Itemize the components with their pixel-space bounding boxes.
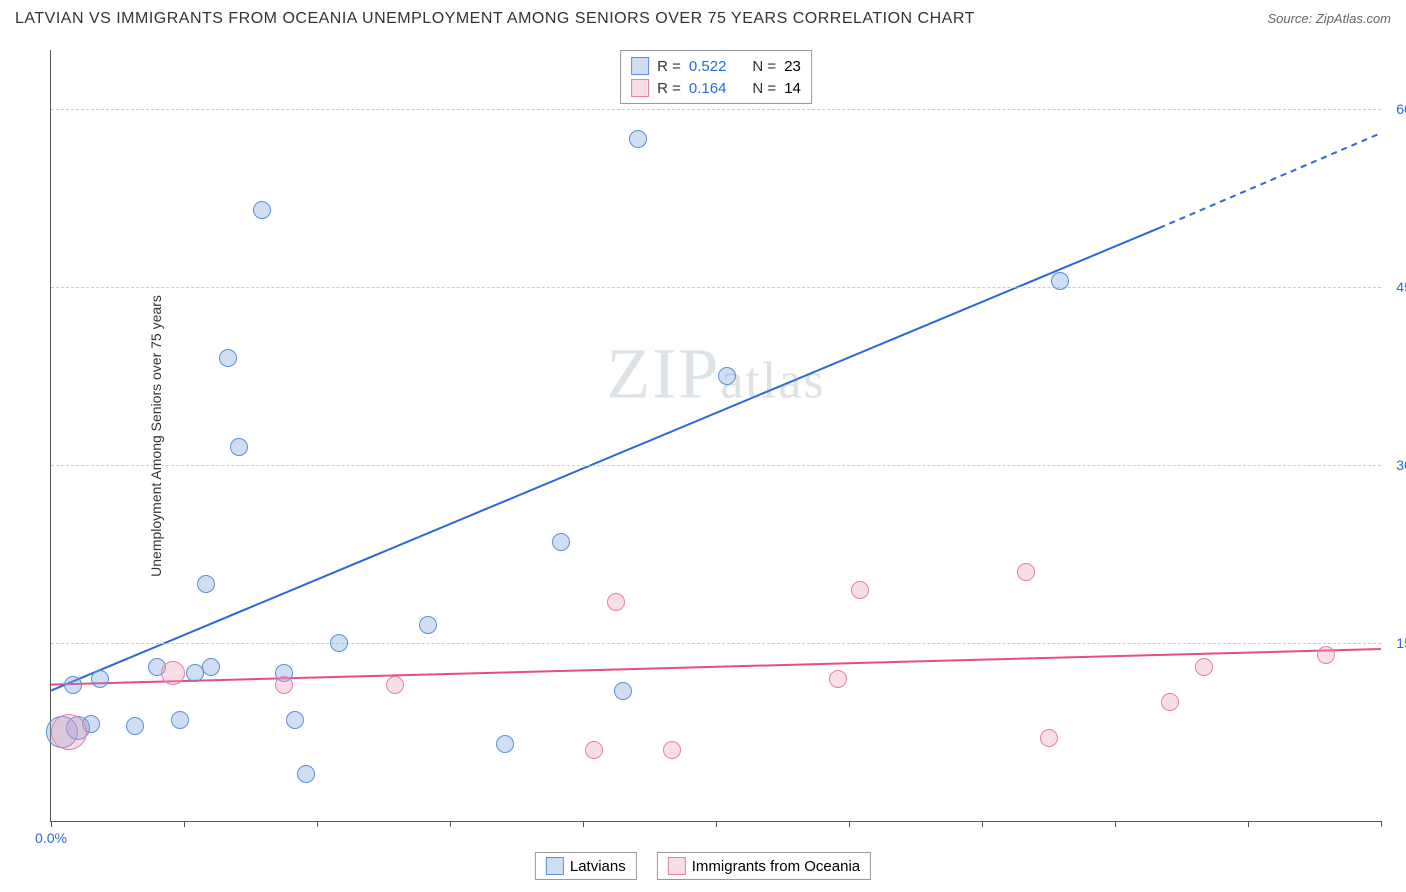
data-point — [552, 533, 570, 551]
data-point — [585, 741, 603, 759]
data-point — [1317, 646, 1335, 664]
data-point — [419, 616, 437, 634]
data-point — [219, 349, 237, 367]
gridline — [51, 109, 1381, 110]
data-point — [1040, 729, 1058, 747]
stats-legend: R = 0.522 N = 23 R = 0.164 N = 14 — [620, 50, 812, 104]
legend-item: Latvians — [535, 852, 637, 880]
x-tick — [51, 821, 52, 827]
data-point — [297, 765, 315, 783]
chart-title: LATVIAN VS IMMIGRANTS FROM OCEANIA UNEMP… — [15, 10, 975, 28]
data-point — [629, 130, 647, 148]
data-point — [197, 575, 215, 593]
x-tick — [450, 821, 451, 827]
data-point — [91, 670, 109, 688]
legend-label: Immigrants from Oceania — [692, 858, 860, 875]
x-tick — [1115, 821, 1116, 827]
series-swatch — [546, 857, 564, 875]
y-tick-label: 60.0% — [1396, 101, 1406, 117]
series-swatch — [668, 857, 686, 875]
gridline — [51, 643, 1381, 644]
trend-line — [51, 228, 1159, 691]
source-label: Source: ZipAtlas.com — [1267, 11, 1391, 26]
stat-r-value: 0.522 — [689, 58, 727, 75]
data-point — [1051, 272, 1069, 290]
data-point — [829, 670, 847, 688]
series-swatch — [631, 57, 649, 75]
x-tick-label: 0.0% — [35, 830, 67, 846]
data-point — [1161, 693, 1179, 711]
x-tick — [1248, 821, 1249, 827]
data-point — [851, 581, 869, 599]
gridline — [51, 287, 1381, 288]
legend-item: Immigrants from Oceania — [657, 852, 871, 880]
stat-r-label: R = — [657, 58, 681, 75]
x-tick — [716, 821, 717, 827]
data-point — [230, 438, 248, 456]
data-point — [386, 676, 404, 694]
y-tick-label: 45.0% — [1396, 279, 1406, 295]
data-point — [1195, 658, 1213, 676]
data-point — [275, 676, 293, 694]
data-point — [64, 676, 82, 694]
data-point — [330, 634, 348, 652]
data-point — [496, 735, 514, 753]
chart-area: Unemployment Among Seniors over 75 years… — [50, 50, 1381, 822]
data-point — [253, 201, 271, 219]
x-tick — [849, 821, 850, 827]
data-point — [718, 367, 736, 385]
data-point — [607, 593, 625, 611]
data-point — [663, 741, 681, 759]
x-tick — [184, 821, 185, 827]
y-tick-label: 15.0% — [1396, 635, 1406, 651]
stat-r-value: 0.164 — [689, 80, 727, 97]
plot-region: ZIPatlas R =0.522N =23R =0.164N =14 15.0… — [50, 50, 1381, 822]
stat-n-value: 14 — [784, 80, 801, 97]
x-tick — [982, 821, 983, 827]
series-swatch — [631, 79, 649, 97]
x-tick — [1381, 821, 1382, 827]
stat-n-label: N = — [752, 80, 776, 97]
trend-line — [51, 649, 1381, 685]
stats-row: R = 0.164 N = 14 — [631, 77, 801, 99]
data-point — [51, 714, 87, 750]
trend-line-extrapolated — [1159, 133, 1381, 228]
data-point — [1017, 563, 1035, 581]
data-point — [286, 711, 304, 729]
data-point — [171, 711, 189, 729]
y-tick-label: 30.0% — [1396, 457, 1406, 473]
legend-label: Latvians — [570, 858, 626, 875]
gridline — [51, 465, 1381, 466]
stat-r-label: R = — [657, 80, 681, 97]
data-point — [202, 658, 220, 676]
stat-n-label: N = — [752, 58, 776, 75]
x-tick — [317, 821, 318, 827]
series-legend: Latvians Immigrants from Oceania — [535, 852, 871, 880]
stats-row: R = 0.522 N = 23 — [631, 55, 801, 77]
stat-n-value: 23 — [784, 58, 801, 75]
data-point — [126, 717, 144, 735]
x-tick — [583, 821, 584, 827]
trend-lines — [51, 50, 1381, 821]
watermark: ZIPatlas — [606, 332, 825, 415]
data-point — [614, 682, 632, 700]
data-point — [161, 661, 185, 685]
